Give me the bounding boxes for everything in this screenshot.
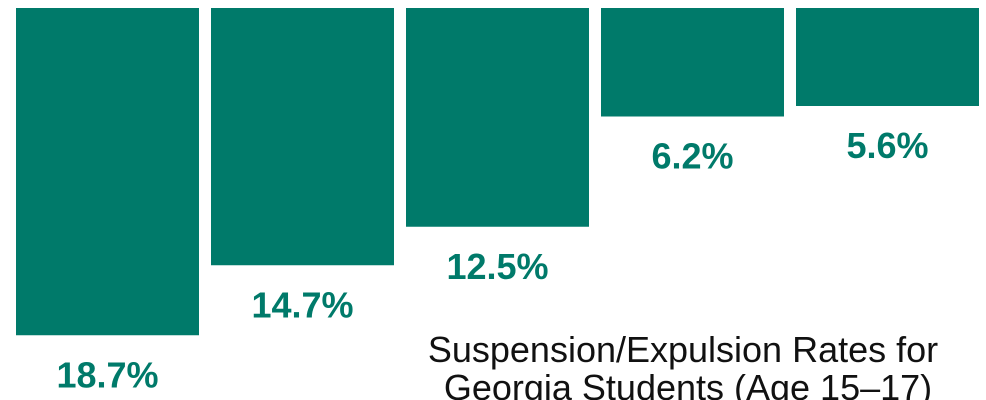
value-labels-group: 18.7% 14.7% 12.5% 6.2% 5.6%: [56, 125, 928, 395]
bar-value-label-1: 18.7%: [56, 354, 158, 395]
bar-value-label-2: 14.7%: [251, 284, 353, 325]
bar-value-label-5: 5.6%: [846, 125, 928, 166]
bar-3: [406, 8, 589, 227]
bar-5: [796, 8, 979, 106]
chart-title-line-2: Georgia Students (Age 15–17): [444, 367, 932, 400]
bars-group: [16, 8, 979, 336]
bar-value-label-4: 6.2%: [651, 136, 733, 177]
bar-4: [601, 8, 784, 117]
bar-value-label-3: 12.5%: [446, 246, 548, 287]
chart-title: Suspension/Expulsion Rates for Georgia S…: [428, 329, 948, 400]
chart-title-line-1: Suspension/Expulsion Rates for: [428, 329, 938, 370]
bar-2: [211, 8, 394, 266]
bar-1: [16, 8, 199, 336]
